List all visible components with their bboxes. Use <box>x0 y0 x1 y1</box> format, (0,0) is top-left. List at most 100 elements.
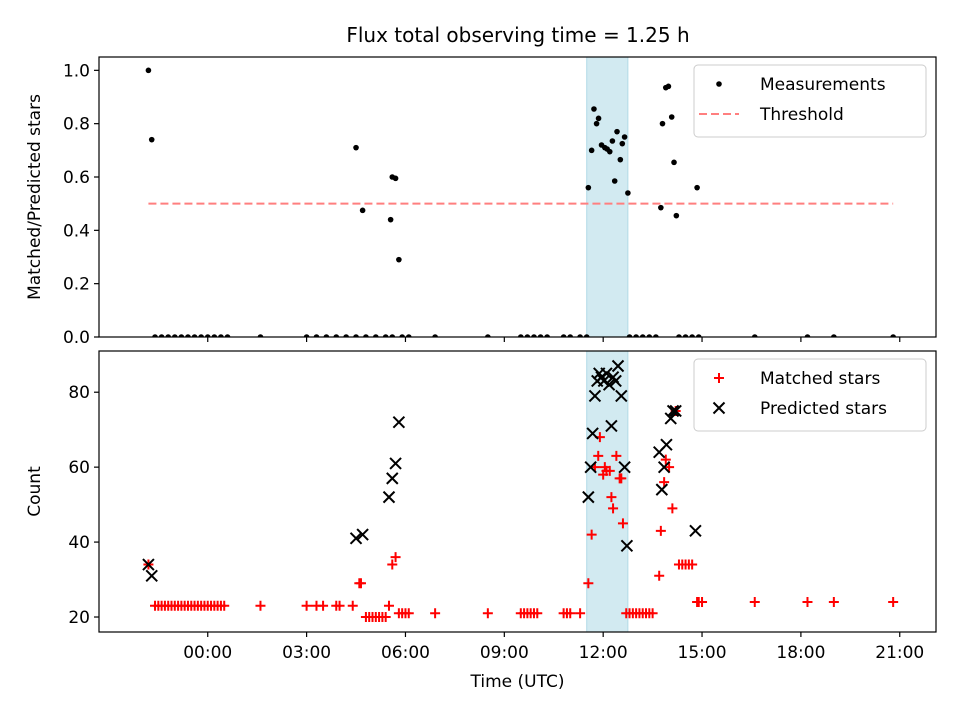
legend-marker-measurements <box>716 81 722 87</box>
matched-star-point <box>347 600 358 611</box>
matched-star-point <box>606 492 617 503</box>
measurement-point <box>577 334 583 337</box>
matched-star-point <box>802 597 813 608</box>
measurement-point <box>633 334 639 337</box>
matched-star-point <box>593 450 604 461</box>
predicted-star-point <box>611 359 625 373</box>
predicted-star-point <box>666 404 680 418</box>
matched-star-point <box>617 518 628 529</box>
measurement-point <box>171 334 178 337</box>
bottom-panel: 20 40 60 80 00:00 03:00 06:00 09:00 12:00 15:00 18… <box>25 350 937 692</box>
legend-box <box>693 64 927 138</box>
predicted-star-point <box>660 438 673 451</box>
measurement-point <box>646 334 653 337</box>
measurement-point <box>689 334 695 337</box>
predicted-star-point <box>142 558 155 571</box>
measurement-point <box>593 120 600 127</box>
matched-star-point <box>482 608 493 619</box>
x-tick-label: 09:00 <box>480 643 529 663</box>
matched-star-point <box>387 559 398 570</box>
measurement-point <box>382 334 389 337</box>
matched-star-point <box>604 465 615 476</box>
measurement-point <box>257 334 264 337</box>
measurement-point <box>611 178 618 184</box>
x-tick-label: 03:00 <box>282 643 331 663</box>
y-tick-label: 20 <box>68 608 90 628</box>
legend-label: Measurements <box>760 75 886 95</box>
y-tick-label: 40 <box>68 533 90 553</box>
y-tick-label: 0.0 <box>63 328 90 348</box>
x-tick-label: 00:00 <box>183 643 232 663</box>
measurement-point <box>303 334 310 337</box>
measurement-point <box>359 207 366 214</box>
measurement-point <box>614 128 620 135</box>
matched-star-point <box>608 503 619 514</box>
matched-star-point <box>575 608 586 619</box>
measurement-point <box>158 334 165 337</box>
matched-star-point <box>660 454 671 465</box>
measurement-point <box>333 334 340 337</box>
matched-star-point <box>697 597 708 608</box>
highlight-band <box>586 56 629 338</box>
predicted-star-point <box>588 389 602 403</box>
measurement-point <box>185 334 191 337</box>
matched-star-point <box>616 473 627 484</box>
predicted-star-point <box>609 374 622 388</box>
predicted-star-point <box>382 490 396 504</box>
predicted-star-point <box>392 415 406 429</box>
predicted-star-point <box>605 419 618 433</box>
predicted-star-point <box>597 374 611 388</box>
measurement-point <box>671 159 677 166</box>
predicted-star-point <box>145 569 158 583</box>
predicted-star-point <box>657 460 671 474</box>
measurement-point <box>389 334 396 337</box>
x-tick-label: 15:00 <box>678 643 727 663</box>
measurement-point <box>224 334 231 337</box>
legend-marker-matched <box>714 373 724 383</box>
predicted-star-point <box>618 460 631 474</box>
measurement-point <box>537 334 544 337</box>
measurement-point <box>625 190 631 196</box>
measurement-point <box>639 334 646 337</box>
measurement-point <box>609 138 616 144</box>
measurement-point <box>396 256 402 263</box>
matched-star-point <box>255 600 266 611</box>
measurement-point <box>191 334 198 337</box>
measurement-point <box>658 204 664 211</box>
measurement-point <box>585 184 592 191</box>
matched-star-point <box>647 608 658 619</box>
measurement-point <box>531 334 537 337</box>
matched-star-point <box>383 600 394 611</box>
measurement-point <box>583 334 590 337</box>
measurement-point <box>211 334 218 337</box>
predicted-star-point <box>664 412 677 425</box>
legend-box <box>693 358 927 432</box>
plot-area <box>142 359 899 623</box>
matched-star-point <box>654 570 665 581</box>
matched-star-point <box>355 578 366 589</box>
measurement-point <box>890 334 896 337</box>
measurement-point <box>694 184 700 191</box>
plot-area <box>145 67 896 337</box>
measurement-point <box>392 175 399 182</box>
predicted-star-point <box>586 427 599 440</box>
measurement-point <box>591 106 597 112</box>
predicted-star-point <box>386 472 399 485</box>
measurement-point <box>399 334 405 337</box>
y-tick-label: 60 <box>68 458 90 478</box>
y-tick-label: 1.0 <box>63 61 90 81</box>
predicted-star-point <box>582 490 595 504</box>
y-axis-label: Matched/Predicted stars <box>25 94 45 300</box>
matched-star-point <box>687 559 698 570</box>
measurement-point <box>323 334 330 337</box>
measurement-point <box>804 334 811 337</box>
matched-star-point <box>664 462 675 473</box>
axes-frame <box>98 56 937 338</box>
legend: Matched stars Predicted stars <box>693 358 927 432</box>
predicted-star-point <box>655 483 669 496</box>
measurement-point <box>517 334 524 337</box>
matched-star-point <box>655 525 666 536</box>
measurement-point <box>544 334 550 337</box>
matched-star-point <box>380 612 391 623</box>
predicted-star-point <box>669 404 682 418</box>
